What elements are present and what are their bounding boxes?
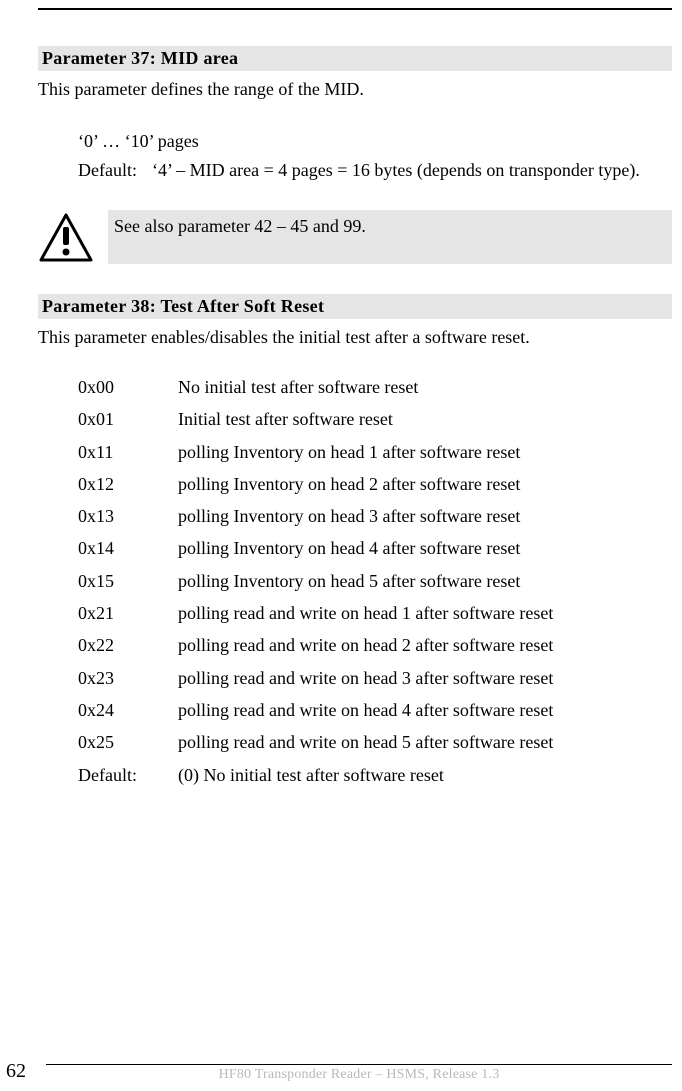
row-code: 0x24 — [78, 698, 178, 722]
note-text-wrap: See also parameter 42 – 45 and 99. — [108, 210, 672, 264]
footer-rule — [46, 1064, 672, 1065]
row-code: 0x12 — [78, 472, 178, 496]
row-code: 0x15 — [78, 569, 178, 593]
row-desc: polling read and write on head 2 after s… — [178, 633, 672, 657]
default-value: ‘4’ – MID area = 4 pages = 16 bytes (dep… — [152, 158, 672, 183]
table-row: 0x25polling read and write on head 5 aft… — [78, 730, 672, 754]
table-row: 0x00No initial test after software reset — [78, 375, 672, 399]
row-code: 0x00 — [78, 375, 178, 399]
top-rule — [38, 8, 672, 10]
row-desc: polling read and write on head 1 after s… — [178, 601, 672, 625]
row-code: 0x14 — [78, 536, 178, 560]
row-desc: polling Inventory on head 5 after softwa… — [178, 569, 672, 593]
row-desc: polling Inventory on head 2 after softwa… — [178, 472, 672, 496]
table-row: 0x23polling read and write on head 3 aft… — [78, 666, 672, 690]
table-row: 0x24polling read and write on head 4 aft… — [78, 698, 672, 722]
param37-heading: Parameter 37: MID area — [38, 46, 672, 71]
row-code: Default: — [78, 763, 178, 787]
param37-default-row: Default: ‘4’ – MID area = 4 pages = 16 b… — [78, 158, 672, 183]
table-row: 0x13polling Inventory on head 3 after so… — [78, 504, 672, 528]
row-desc: polling Inventory on head 4 after softwa… — [178, 536, 672, 560]
row-desc: polling read and write on head 3 after s… — [178, 666, 672, 690]
row-code: 0x01 — [78, 407, 178, 431]
row-code: 0x25 — [78, 730, 178, 754]
table-row: 0x12polling Inventory on head 2 after so… — [78, 472, 672, 496]
row-code: 0x21 — [78, 601, 178, 625]
warning-icon — [38, 210, 108, 264]
table-row: 0x14polling Inventory on head 4 after so… — [78, 536, 672, 560]
footer-text: HF80 Transponder Reader – HSMS, Release … — [46, 1067, 672, 1083]
row-code: 0x22 — [78, 633, 178, 657]
page-number: 62 — [0, 1060, 46, 1083]
note-text: See also parameter 42 – 45 and 99. — [114, 216, 366, 236]
page: Parameter 37: MID area This parameter de… — [0, 0, 682, 1091]
param37-description: This parameter defines the range of the … — [38, 77, 672, 101]
table-row: 0x22polling read and write on head 2 aft… — [78, 633, 672, 657]
param38-table: 0x00No initial test after software reset… — [78, 375, 672, 787]
row-desc: (0) No initial test after software reset — [178, 763, 672, 787]
row-desc: polling Inventory on head 1 after softwa… — [178, 440, 672, 464]
row-code: 0x11 — [78, 440, 178, 464]
row-desc: Initial test after software reset — [178, 407, 672, 431]
default-label: Default: — [78, 158, 152, 183]
row-desc: polling Inventory on head 3 after softwa… — [178, 504, 672, 528]
row-code: 0x23 — [78, 666, 178, 690]
row-code: 0x13 — [78, 504, 178, 528]
param37-details: ‘0’ … ‘10’ pages Default: ‘4’ – MID area… — [78, 129, 672, 183]
footer-line-wrap: HF80 Transponder Reader – HSMS, Release … — [46, 1064, 672, 1083]
table-row: 0x21polling read and write on head 1 aft… — [78, 601, 672, 625]
row-desc: polling read and write on head 4 after s… — [178, 698, 672, 722]
param37-range: ‘0’ … ‘10’ pages — [78, 129, 672, 154]
page-footer: 62 HF80 Transponder Reader – HSMS, Relea… — [0, 1060, 672, 1083]
table-row: 0x15polling Inventory on head 5 after so… — [78, 569, 672, 593]
table-row: 0x11polling Inventory on head 1 after so… — [78, 440, 672, 464]
row-desc: polling read and write on head 5 after s… — [178, 730, 672, 754]
table-row: 0x01Initial test after software reset — [78, 407, 672, 431]
param38-description: This parameter enables/disables the init… — [38, 325, 672, 349]
row-desc: No initial test after software reset — [178, 375, 672, 399]
note-row: See also parameter 42 – 45 and 99. — [38, 210, 672, 264]
param38-heading: Parameter 38: Test After Soft Reset — [38, 294, 672, 319]
table-row: Default:(0) No initial test after softwa… — [78, 763, 672, 787]
